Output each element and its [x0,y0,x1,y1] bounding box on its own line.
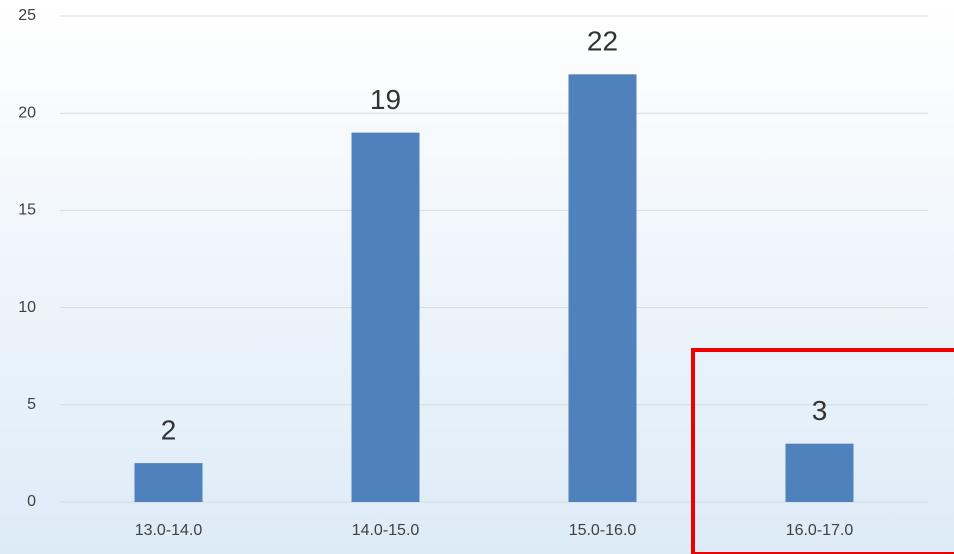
y-tick-label: 0 [27,493,36,510]
y-tick-label: 20 [18,104,36,121]
highlight-box [691,348,954,554]
bar [134,463,203,502]
y-tick-label: 25 [18,7,36,24]
y-tick-label: 15 [18,202,36,219]
data-label: 3 [812,395,828,426]
data-label: 2 [161,415,177,446]
x-tick-label: 14.0-15.0 [352,522,420,539]
data-label: 22 [587,26,618,57]
x-tick-label: 13.0-14.0 [135,522,203,539]
data-label: 19 [370,84,401,115]
y-tick-label: 10 [18,299,36,316]
x-tick-label: 15.0-16.0 [569,522,637,539]
y-tick-label: 5 [27,396,36,413]
bar [351,132,420,502]
bar [568,74,637,502]
x-tick-label: 16.0-17.0 [786,522,854,539]
bar [785,443,854,502]
